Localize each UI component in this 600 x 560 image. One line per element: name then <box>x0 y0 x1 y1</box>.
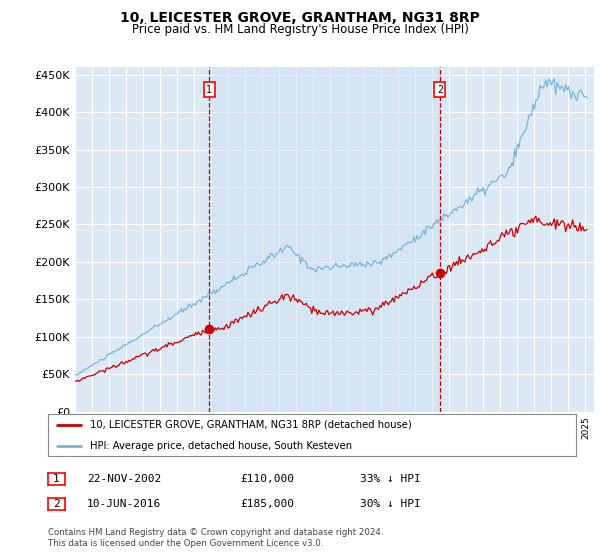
Text: 2: 2 <box>53 499 60 509</box>
Text: HPI: Average price, detached house, South Kesteven: HPI: Average price, detached house, Sout… <box>90 441 352 451</box>
Text: 10, LEICESTER GROVE, GRANTHAM, NG31 8RP: 10, LEICESTER GROVE, GRANTHAM, NG31 8RP <box>120 11 480 25</box>
Text: £185,000: £185,000 <box>240 499 294 509</box>
Text: 10-JUN-2016: 10-JUN-2016 <box>87 499 161 509</box>
Text: 10, LEICESTER GROVE, GRANTHAM, NG31 8RP (detached house): 10, LEICESTER GROVE, GRANTHAM, NG31 8RP … <box>90 420 412 430</box>
Text: 1: 1 <box>53 474 60 484</box>
Text: 1: 1 <box>206 85 212 95</box>
Bar <box>209 67 440 412</box>
Text: 2: 2 <box>437 85 443 95</box>
Text: Contains HM Land Registry data © Crown copyright and database right 2024.
This d: Contains HM Land Registry data © Crown c… <box>48 528 383 548</box>
Text: Price paid vs. HM Land Registry's House Price Index (HPI): Price paid vs. HM Land Registry's House … <box>131 22 469 36</box>
Text: 22-NOV-2002: 22-NOV-2002 <box>87 474 161 484</box>
Text: £110,000: £110,000 <box>240 474 294 484</box>
Text: 30% ↓ HPI: 30% ↓ HPI <box>360 499 421 509</box>
Text: 33% ↓ HPI: 33% ↓ HPI <box>360 474 421 484</box>
